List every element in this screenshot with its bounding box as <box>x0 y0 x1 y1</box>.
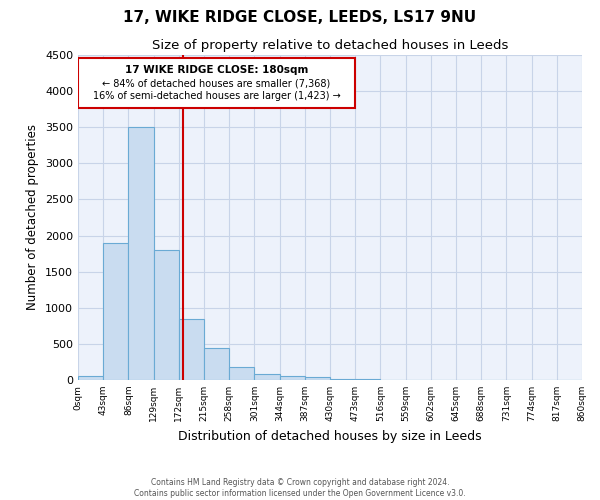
Title: Size of property relative to detached houses in Leeds: Size of property relative to detached ho… <box>152 40 508 52</box>
Bar <box>204 348 229 380</box>
FancyBboxPatch shape <box>78 58 355 108</box>
Bar <box>229 368 254 380</box>
Bar <box>254 374 280 380</box>
Bar <box>128 127 154 380</box>
Text: ← 84% of detached houses are smaller (7,368): ← 84% of detached houses are smaller (7,… <box>103 78 331 88</box>
Bar <box>179 318 204 380</box>
Y-axis label: Number of detached properties: Number of detached properties <box>26 124 40 310</box>
Bar <box>103 243 128 380</box>
Text: Contains HM Land Registry data © Crown copyright and database right 2024.
Contai: Contains HM Land Registry data © Crown c… <box>134 478 466 498</box>
Bar <box>280 376 305 380</box>
Bar <box>154 250 179 380</box>
X-axis label: Distribution of detached houses by size in Leeds: Distribution of detached houses by size … <box>178 430 482 442</box>
Text: 17 WIKE RIDGE CLOSE: 180sqm: 17 WIKE RIDGE CLOSE: 180sqm <box>125 65 308 75</box>
Text: 17, WIKE RIDGE CLOSE, LEEDS, LS17 9NU: 17, WIKE RIDGE CLOSE, LEEDS, LS17 9NU <box>124 10 476 25</box>
Text: 16% of semi-detached houses are larger (1,423) →: 16% of semi-detached houses are larger (… <box>93 92 340 102</box>
Bar <box>305 378 330 380</box>
Bar <box>330 378 355 380</box>
Bar <box>78 376 103 380</box>
